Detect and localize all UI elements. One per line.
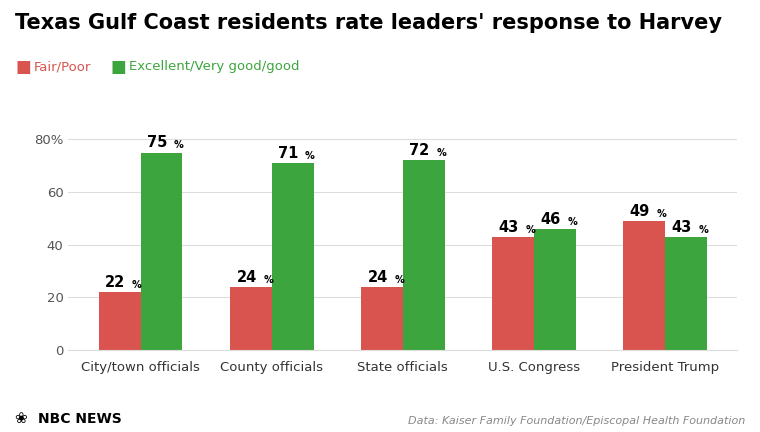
Bar [361, 287, 403, 350]
Bar [271, 163, 314, 350]
Text: 22: 22 [105, 275, 125, 290]
Text: ■: ■ [15, 58, 31, 76]
Text: 75: 75 [147, 136, 167, 150]
Bar [141, 152, 182, 350]
Bar [492, 237, 534, 350]
Bar [623, 221, 665, 350]
Text: Fair/Poor: Fair/Poor [34, 60, 91, 73]
Text: %: % [394, 275, 404, 285]
Text: Data: Kaiser Family Foundation/Episcopal Health Foundation: Data: Kaiser Family Foundation/Episcopal… [407, 416, 745, 426]
Text: Excellent/Very good/good: Excellent/Very good/good [129, 60, 299, 73]
Bar [99, 292, 141, 350]
Text: 24: 24 [236, 270, 257, 285]
Text: %: % [436, 148, 446, 159]
Text: %: % [263, 275, 273, 285]
Text: %: % [698, 225, 708, 235]
Text: %: % [568, 217, 577, 227]
Text: NBC NEWS: NBC NEWS [38, 412, 122, 426]
Text: 46: 46 [540, 212, 561, 227]
Text: %: % [525, 225, 535, 235]
Text: %: % [132, 280, 141, 290]
Text: 24: 24 [368, 270, 388, 285]
Text: ❀: ❀ [15, 410, 33, 426]
Text: ■: ■ [110, 58, 126, 76]
Text: %: % [305, 151, 315, 161]
Bar [403, 160, 445, 350]
Text: 43: 43 [672, 219, 692, 235]
Bar [665, 237, 707, 350]
Text: 72: 72 [410, 143, 429, 159]
Bar [230, 287, 271, 350]
Text: 49: 49 [630, 204, 650, 219]
Bar [534, 229, 576, 350]
Text: %: % [657, 209, 667, 219]
Text: %: % [174, 140, 184, 150]
Text: 71: 71 [278, 146, 299, 161]
Text: Texas Gulf Coast residents rate leaders' response to Harvey: Texas Gulf Coast residents rate leaders'… [15, 13, 722, 33]
Text: 43: 43 [499, 219, 519, 235]
